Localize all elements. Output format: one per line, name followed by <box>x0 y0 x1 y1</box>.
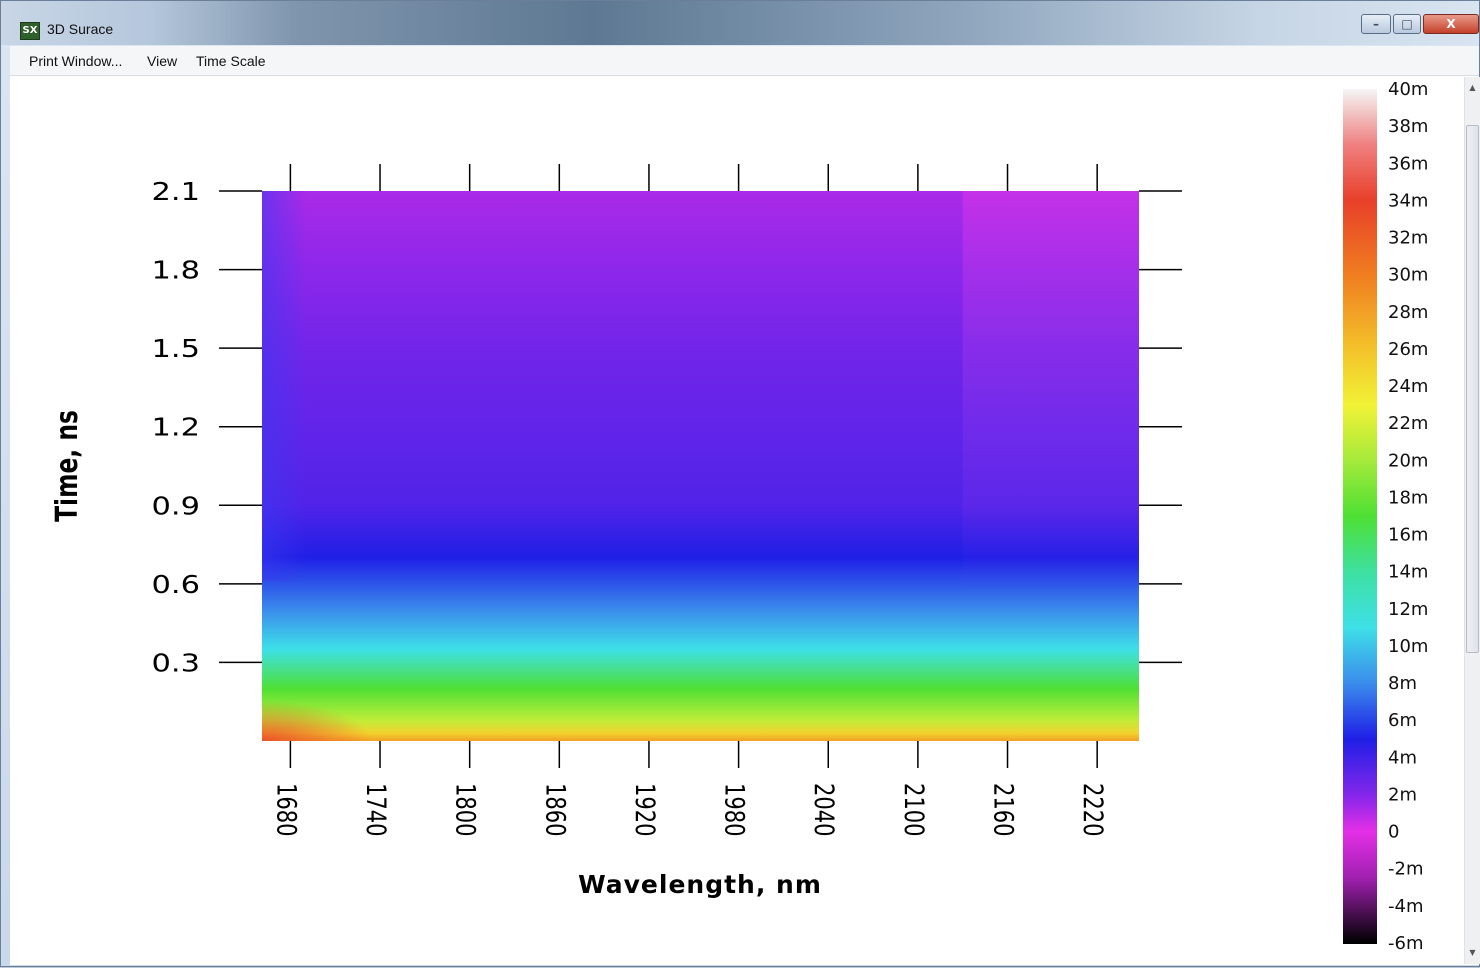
y-tick-label: 1.8 <box>151 255 200 285</box>
colorbar-label: 18m <box>1388 487 1428 508</box>
y-tick-label: 1.2 <box>151 412 200 442</box>
colorbar-label: 6m <box>1388 710 1417 731</box>
app-icon: SX <box>20 22 40 40</box>
y-tick-label: 0.3 <box>151 648 200 678</box>
colorbar-label: -2m <box>1388 859 1423 880</box>
colorbar-label: 30m <box>1388 265 1428 286</box>
scroll-down-arrow-icon[interactable]: ▼ <box>1469 948 1476 957</box>
window-title: 3D Surace <box>47 21 114 37</box>
heatmap-right-edge <box>962 191 1139 591</box>
x-tick-label: 2160 <box>988 783 1019 837</box>
heatmap-corner <box>262 701 372 741</box>
x-axis-label: Wavelength, nm <box>578 870 822 899</box>
y-axis-label: Time, ns <box>50 410 85 522</box>
x-tick-label: 2100 <box>898 783 929 837</box>
x-tick-label: 1920 <box>629 783 660 837</box>
colorbar: 40m 38m 36m 34m 32m 30m 28m 26m 24m 22m 20m 18m 16m 1… <box>1343 79 1428 954</box>
colorbar-label: -6m <box>1388 933 1423 954</box>
colorbar-label: 10m <box>1388 636 1428 657</box>
colorbar-gradient <box>1343 89 1377 943</box>
menu-bar: Print Window... View Time Scale <box>10 46 1479 76</box>
colorbar-label: 36m <box>1388 153 1428 174</box>
colorbar-label: 8m <box>1388 673 1417 694</box>
colorbar-label: 34m <box>1388 190 1428 211</box>
colorbar-label: 32m <box>1388 228 1428 249</box>
colorbar-label: 22m <box>1388 413 1428 434</box>
x-tick-label: 1980 <box>719 783 750 837</box>
menu-print-window[interactable]: Print Window... <box>29 53 123 69</box>
close-button[interactable]: X <box>1423 14 1479 34</box>
heatmap-image <box>262 191 1139 741</box>
colorbar-label: 24m <box>1388 376 1428 397</box>
colorbar-label: -4m <box>1388 896 1423 917</box>
y-tick-label: 1.5 <box>151 334 200 364</box>
colorbar-label: 12m <box>1388 599 1428 620</box>
heatmap-left-edge <box>262 191 307 581</box>
scroll-up-arrow-icon[interactable]: ▲ <box>1469 83 1476 92</box>
colorbar-label: 2m <box>1388 784 1417 805</box>
colorbar-label: 20m <box>1388 450 1428 471</box>
y-tick-label: 0.9 <box>151 491 200 521</box>
colorbar-label: 14m <box>1388 562 1428 583</box>
maximize-button[interactable]: □ <box>1393 14 1421 34</box>
colorbar-label: 16m <box>1388 525 1428 546</box>
chart-axes: 1680 1740 1800 1860 1920 1980 2040 2100 2160 2220… <box>151 164 1182 837</box>
colorbar-label: 38m <box>1388 116 1428 137</box>
minimize-button[interactable]: – <box>1361 14 1391 34</box>
x-tick-label: 2220 <box>1077 783 1108 837</box>
colorbar-label: 26m <box>1388 339 1428 360</box>
x-tick-label: 1680 <box>271 783 302 837</box>
menu-view[interactable]: View <box>147 53 178 69</box>
x-tick-label: 1860 <box>540 783 571 837</box>
x-tick-label: 2040 <box>809 783 840 837</box>
menu-time-scale[interactable]: Time Scale <box>196 53 266 69</box>
x-tick-label: 1740 <box>360 783 391 837</box>
y-tick-label: 0.6 <box>151 570 200 600</box>
title-bar[interactable]: SX 3D Surace – □ X <box>1 1 1479 45</box>
colorbar-label: 40m <box>1388 79 1428 100</box>
scrollbar-thumb[interactable] <box>1466 125 1479 653</box>
y-tick-label: 2.1 <box>151 177 200 207</box>
colorbar-label: 0 <box>1388 822 1399 843</box>
colorbar-label: 4m <box>1388 747 1417 768</box>
x-tick-label: 1800 <box>450 783 481 837</box>
colorbar-label: 28m <box>1388 302 1428 323</box>
